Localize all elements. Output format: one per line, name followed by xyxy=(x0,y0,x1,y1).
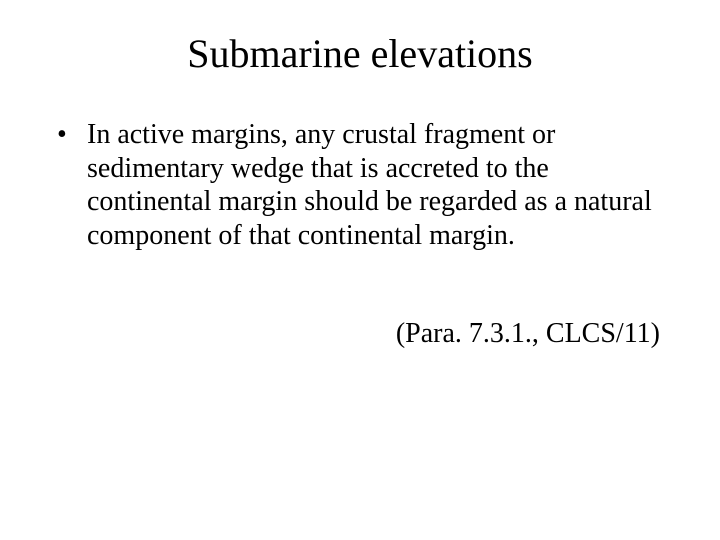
bullet-item: • In active margins, any crustal fragmen… xyxy=(55,118,665,252)
bullet-dot: • xyxy=(55,118,87,152)
bullet-text: In active margins, any crustal fragment … xyxy=(87,118,665,252)
slide: Submarine elevations • In active margins… xyxy=(0,0,720,540)
citation: (Para. 7.3.1., CLCS/11) xyxy=(0,318,660,350)
slide-title: Submarine elevations xyxy=(0,30,720,77)
slide-body: • In active margins, any crustal fragmen… xyxy=(55,118,665,252)
